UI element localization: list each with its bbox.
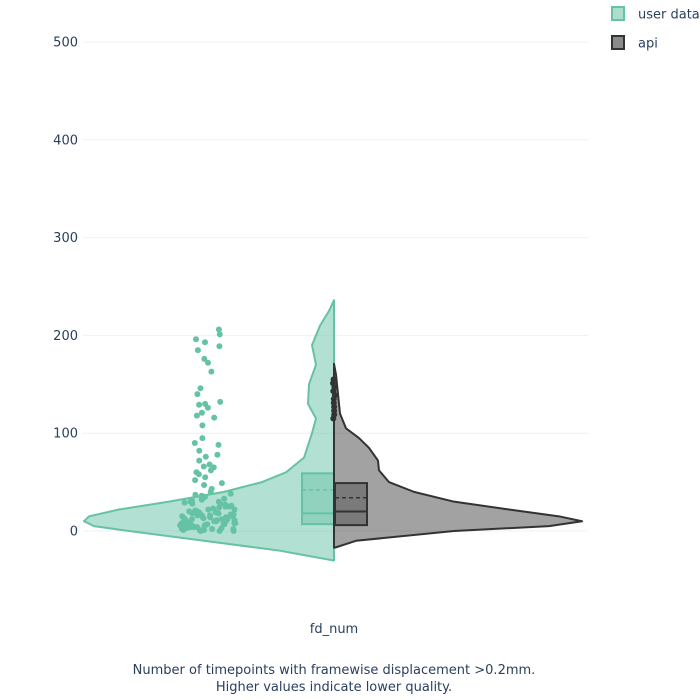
data-point (216, 504, 223, 511)
violin-api (330, 362, 583, 549)
legend-label: user data (638, 8, 700, 23)
data-point (207, 514, 214, 521)
violin-plots (83, 299, 583, 562)
data-point (193, 412, 200, 419)
violin-user-data (83, 299, 335, 562)
data-point (197, 385, 204, 392)
box-iqr (334, 482, 368, 527)
data-point (230, 528, 237, 534)
y-tick-label: 0 (70, 525, 78, 540)
y-tick-label: 200 (53, 329, 78, 344)
data-point (189, 500, 196, 507)
data-point (193, 336, 199, 343)
data-point (196, 457, 203, 464)
data-point (231, 506, 238, 513)
chart-caption: Number of timepoints with framewise disp… (0, 662, 668, 696)
data-point (231, 520, 238, 527)
data-point (201, 355, 208, 362)
data-point (217, 398, 224, 405)
data-point (195, 471, 202, 478)
legend-swatch (611, 35, 625, 50)
data-point (218, 480, 225, 487)
data-point (200, 515, 207, 522)
violin-shape (83, 299, 335, 562)
data-point (198, 409, 205, 416)
data-point (202, 339, 208, 346)
legend-swatch (611, 6, 625, 21)
data-point (205, 359, 211, 366)
y-tick-label: 400 (53, 133, 78, 148)
data-point (202, 453, 209, 460)
legend[interactable]: user data api (611, 6, 700, 52)
data-point (194, 512, 201, 519)
data-point (207, 488, 214, 495)
grid-lines (83, 41, 588, 532)
data-point (181, 499, 188, 506)
data-point (216, 343, 223, 350)
data-point (199, 435, 206, 442)
data-point (205, 506, 212, 513)
data-point (189, 510, 196, 517)
data-point (192, 477, 199, 484)
data-point (191, 440, 198, 446)
data-point (201, 482, 208, 488)
data-point (198, 496, 205, 503)
data-point (204, 404, 211, 411)
data-point (221, 495, 228, 502)
violin-shape (333, 362, 583, 549)
data-point (227, 490, 234, 497)
data-point (330, 415, 337, 422)
data-point (214, 451, 221, 458)
data-point (215, 510, 222, 517)
data-point (216, 331, 223, 338)
data-point (211, 414, 218, 421)
data-point (206, 461, 213, 468)
data-point (192, 491, 199, 498)
y-tick-label: 100 (53, 427, 78, 442)
legend-label: api (638, 37, 658, 52)
data-point (207, 467, 214, 474)
data-point (190, 524, 197, 531)
data-point (196, 447, 203, 454)
data-point (209, 526, 216, 532)
data-point (197, 528, 204, 534)
data-point (215, 326, 222, 333)
legend-item-api[interactable]: api (611, 35, 658, 52)
data-point (208, 368, 215, 375)
caption-line-2: Higher values indicate lower quality. (215, 680, 453, 695)
data-point (199, 422, 206, 429)
y-axis-ticks: 0 100 200 300 400 500 (53, 36, 78, 540)
y-tick-label: 500 (53, 36, 78, 51)
data-point (194, 347, 201, 354)
data-point (196, 401, 203, 408)
legend-item-user-data[interactable]: user data (611, 6, 700, 23)
x-axis-label: fd_num (310, 622, 358, 637)
data-point (202, 474, 209, 481)
data-point (180, 527, 187, 533)
data-point (194, 391, 201, 398)
data-point (215, 441, 222, 448)
data-point (200, 463, 207, 470)
box-iqr (301, 472, 335, 526)
data-point (211, 518, 218, 525)
caption-line-1: Number of timepoints with framewise disp… (132, 663, 536, 678)
data-point (222, 503, 229, 510)
data-point (216, 528, 223, 534)
y-tick-label: 300 (53, 231, 78, 246)
